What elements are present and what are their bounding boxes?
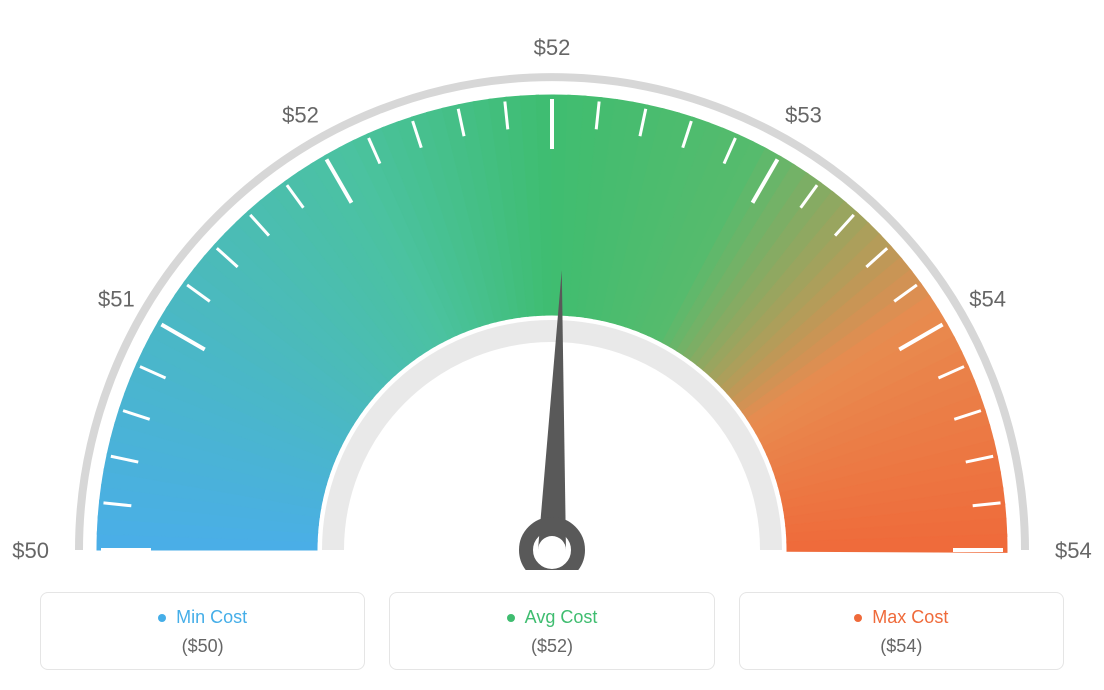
cost-gauge-chart: $50 $51 $52 $52 $53 $54 $54 Min Cost ($50) Avg… — [0, 0, 1104, 690]
legend-min-label-row: Min Cost — [49, 607, 356, 628]
legend-max-label-row: Max Cost — [748, 607, 1055, 628]
legend-card-avg: Avg Cost ($52) — [389, 592, 714, 670]
legend-max-label: Max Cost — [872, 607, 948, 628]
dot-icon-avg — [507, 614, 515, 622]
gauge-tick-label: $54 — [1055, 538, 1092, 563]
legend-avg-value: ($52) — [398, 636, 705, 657]
legend-avg-label: Avg Cost — [525, 607, 598, 628]
gauge-tick-label: $52 — [282, 102, 319, 127]
legend-card-max: Max Cost ($54) — [739, 592, 1064, 670]
legend-row: Min Cost ($50) Avg Cost ($52) Max Cost (… — [40, 592, 1064, 670]
legend-min-label: Min Cost — [176, 607, 247, 628]
gauge-svg: $50 $51 $52 $52 $53 $54 $54 — [0, 10, 1104, 570]
dot-icon-max — [854, 614, 862, 622]
gauge-tick-label: $52 — [534, 35, 571, 60]
gauge-area: $50 $51 $52 $52 $53 $54 $54 — [0, 10, 1104, 570]
legend-max-value: ($54) — [748, 636, 1055, 657]
legend-min-value: ($50) — [49, 636, 356, 657]
legend-card-min: Min Cost ($50) — [40, 592, 365, 670]
dot-icon-min — [158, 614, 166, 622]
gauge-tick-label: $51 — [98, 287, 135, 312]
gauge-tick-label: $53 — [785, 102, 822, 127]
gauge-tick-label: $54 — [969, 287, 1006, 312]
legend-avg-label-row: Avg Cost — [398, 607, 705, 628]
gauge-tick-label: $50 — [12, 538, 49, 563]
